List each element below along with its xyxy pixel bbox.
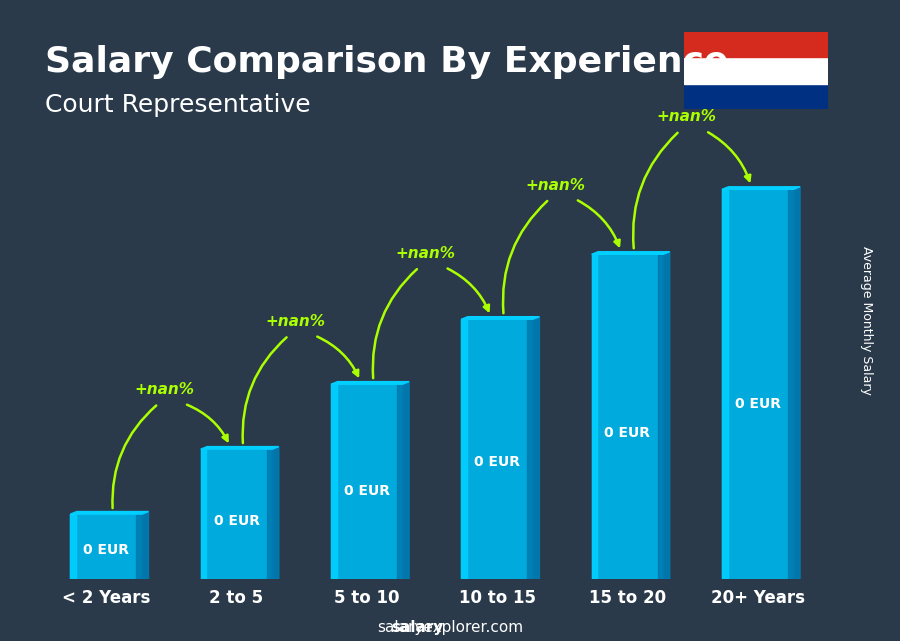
Text: +nan%: +nan% bbox=[266, 314, 325, 329]
Text: +nan%: +nan% bbox=[656, 110, 716, 124]
Text: Court Representative: Court Representative bbox=[45, 93, 310, 117]
Bar bbox=[527, 319, 533, 579]
Polygon shape bbox=[663, 252, 670, 579]
Bar bbox=[684, 71, 828, 109]
Bar bbox=[70, 514, 77, 579]
Text: 0 EUR: 0 EUR bbox=[344, 485, 390, 498]
Bar bbox=[331, 384, 402, 579]
Text: +nan%: +nan% bbox=[395, 246, 455, 261]
Text: salary: salary bbox=[392, 620, 444, 635]
Bar bbox=[201, 449, 273, 579]
Text: Average Monthly Salary: Average Monthly Salary bbox=[860, 246, 873, 395]
Bar bbox=[462, 319, 467, 579]
Bar bbox=[684, 32, 828, 71]
Bar bbox=[788, 189, 794, 579]
Polygon shape bbox=[533, 317, 539, 579]
Bar bbox=[591, 254, 598, 579]
Text: 0 EUR: 0 EUR bbox=[734, 397, 781, 411]
Text: 0 EUR: 0 EUR bbox=[83, 543, 130, 557]
Text: 0 EUR: 0 EUR bbox=[605, 426, 651, 440]
Bar bbox=[136, 514, 142, 579]
Text: 0 EUR: 0 EUR bbox=[213, 513, 259, 528]
Polygon shape bbox=[794, 187, 800, 579]
Polygon shape bbox=[70, 512, 148, 514]
Polygon shape bbox=[273, 447, 279, 579]
Text: +nan%: +nan% bbox=[526, 178, 586, 192]
Polygon shape bbox=[722, 187, 800, 189]
Bar bbox=[70, 514, 142, 579]
Text: Salary Comparison By Experience: Salary Comparison By Experience bbox=[45, 45, 728, 79]
Polygon shape bbox=[591, 252, 670, 254]
Bar bbox=[331, 384, 337, 579]
Bar bbox=[722, 189, 728, 579]
Bar bbox=[684, 58, 828, 83]
Text: +nan%: +nan% bbox=[135, 382, 195, 397]
Text: salaryexplorer.com: salaryexplorer.com bbox=[377, 620, 523, 635]
Polygon shape bbox=[331, 381, 410, 384]
Text: 0 EUR: 0 EUR bbox=[474, 455, 520, 469]
Bar bbox=[201, 449, 206, 579]
Bar bbox=[658, 254, 663, 579]
Polygon shape bbox=[201, 447, 279, 449]
Bar bbox=[684, 32, 828, 58]
Bar bbox=[462, 319, 533, 579]
Polygon shape bbox=[462, 317, 539, 319]
Bar bbox=[397, 384, 402, 579]
Polygon shape bbox=[402, 381, 410, 579]
Bar bbox=[591, 254, 663, 579]
Bar bbox=[722, 189, 794, 579]
Polygon shape bbox=[142, 512, 148, 579]
Bar bbox=[266, 449, 273, 579]
